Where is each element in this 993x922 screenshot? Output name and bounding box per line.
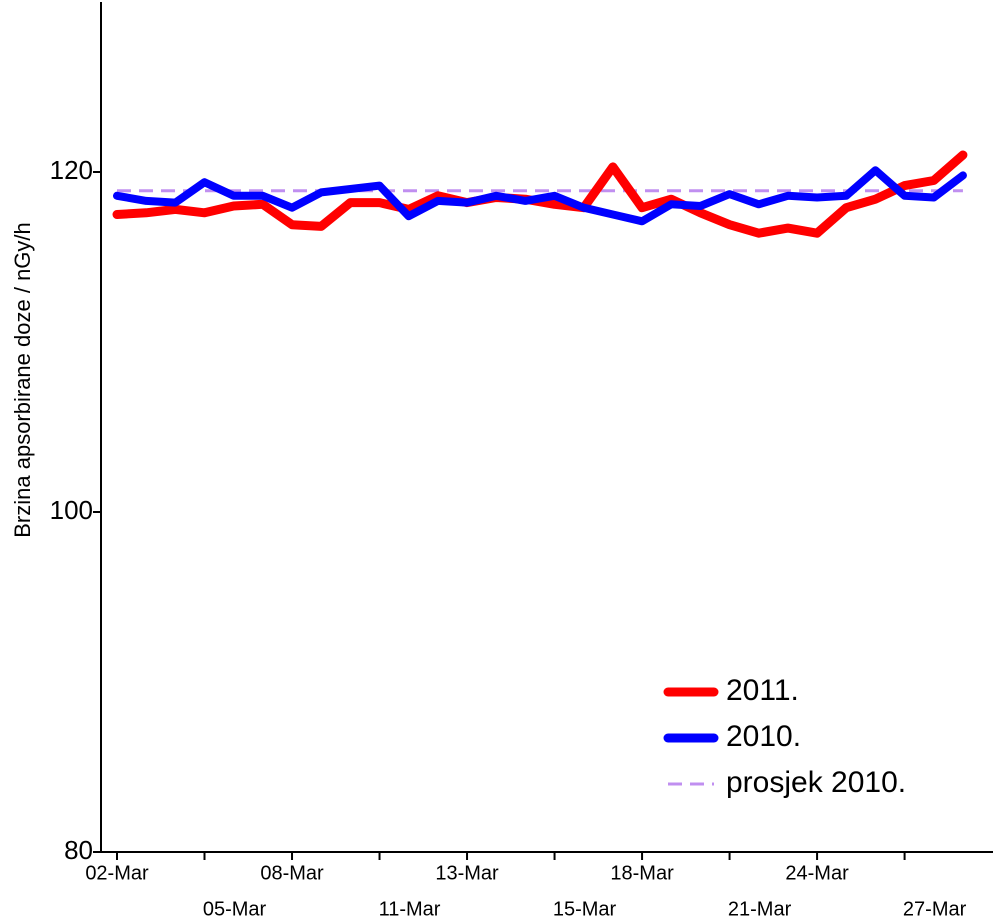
y-tick-label: 120 — [50, 155, 93, 185]
x-tick-label: 11-Mar — [379, 898, 441, 920]
x-tick-label: 05-Mar — [203, 898, 267, 920]
legend-label: 2011. — [726, 674, 799, 707]
x-tick-label: 18-Mar — [610, 862, 674, 884]
x-tick-label: 08-Mar — [260, 862, 324, 884]
x-tick-label: 27-Mar — [903, 898, 967, 920]
legend-label: 2010. — [726, 720, 801, 753]
legend-label: prosjek 2010. — [726, 766, 906, 799]
x-tick-label: 02-Mar — [85, 862, 149, 884]
x-tick-label: 24-Mar — [785, 862, 849, 884]
y-axis-label: Brzina apsorbirane doze / nGy/h — [10, 222, 35, 538]
x-tick-label: 13-Mar — [435, 862, 499, 884]
x-tick-label: 15-Mar — [553, 898, 617, 920]
x-tick-label: 21-Mar — [728, 898, 792, 920]
series-line — [113, 166, 967, 226]
y-tick-label: 80 — [64, 835, 93, 865]
y-tick-label: 100 — [50, 495, 93, 525]
